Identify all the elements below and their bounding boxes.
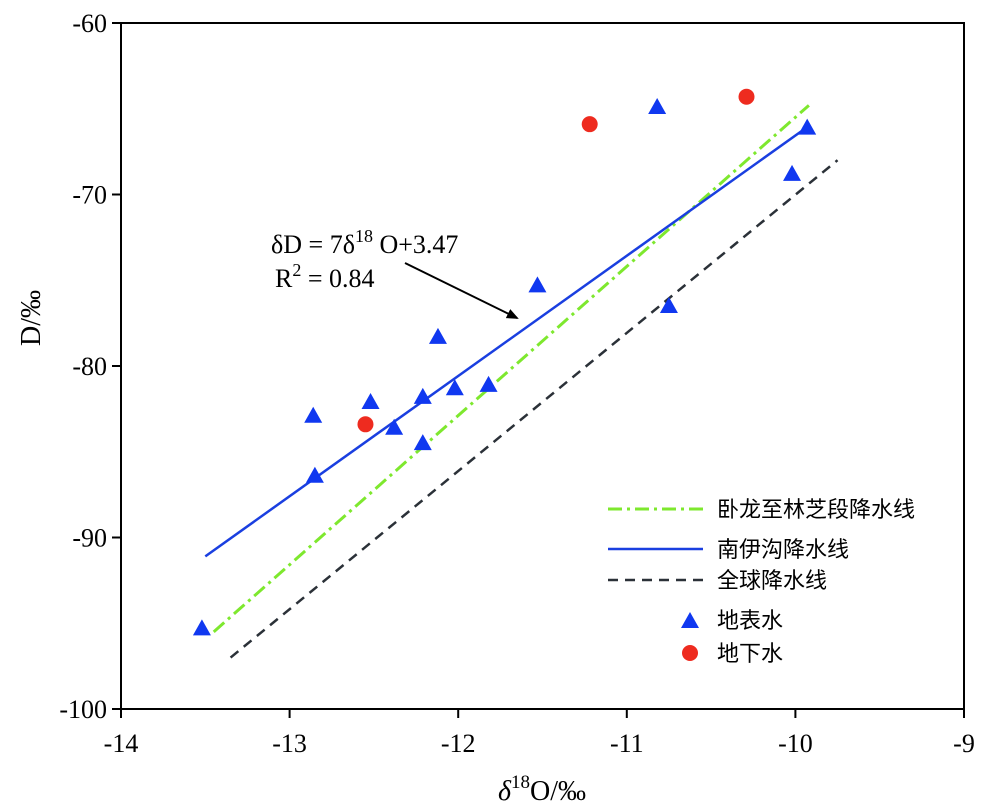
y-axis: -60 -70 -80 -90 -100 — [59, 9, 121, 724]
groundwater-point — [357, 416, 374, 433]
plot-frame — [120, 22, 965, 710]
y-tick-label: -100 — [59, 695, 107, 724]
surface-water-point — [385, 418, 404, 435]
y-tick-label: -90 — [72, 524, 107, 553]
wolong-linzhi-line — [212, 104, 810, 633]
surface-water-point — [192, 619, 211, 636]
legend-label-wolong-line: 卧龙至林芝段降水线 — [717, 498, 915, 523]
surface-water-point — [413, 387, 432, 404]
legend-label-global-line: 全球降水线 — [717, 569, 827, 594]
surface-water-point — [659, 296, 678, 313]
r-squared: R2 = 0.84 — [275, 260, 375, 293]
legend-swatch-surface-water — [681, 612, 699, 628]
surface-water-point — [305, 466, 324, 483]
x-tick-label: -13 — [272, 729, 307, 758]
groundwater-point — [581, 116, 598, 133]
nanyigou-line — [204, 124, 810, 558]
x-tick-label: -10 — [778, 729, 813, 758]
data-points — [192, 88, 817, 636]
regression-equation: δD = 7δ18 O+3.47 — [271, 226, 458, 259]
surface-water-point — [428, 327, 447, 344]
surface-water-point — [479, 375, 498, 392]
surface-water-point — [361, 393, 380, 410]
surface-water-point — [798, 118, 817, 135]
y-tick-label: -60 — [72, 9, 107, 38]
surface-water-point — [783, 164, 802, 181]
surface-water-point — [304, 406, 323, 423]
meteoric-water-lines — [204, 104, 839, 659]
x-tick-label: -11 — [610, 729, 644, 758]
x-axis-title: δ18O/‰ — [498, 772, 586, 807]
x-tick-label: -9 — [953, 729, 975, 758]
legend: 卧龙至林芝段降水线 南伊沟降水线 全球降水线 地表水 地下水 — [608, 498, 915, 667]
y-tick-label: -70 — [72, 181, 107, 210]
legend-label-surface-water: 地表水 — [717, 609, 783, 634]
y-tick-label: -80 — [72, 352, 107, 381]
legend-swatch-groundwater — [682, 645, 698, 661]
surface-water-point — [528, 276, 547, 293]
groundwater-point — [738, 88, 755, 105]
legend-label-groundwater: 地下水 — [717, 642, 783, 667]
surface-water-point — [648, 98, 667, 115]
x-axis: -14 -13 -12 -11 -10 -9 — [104, 709, 975, 758]
x-tick-label: -12 — [441, 729, 476, 758]
y-axis-title: D/‰ — [16, 290, 47, 346]
x-tick-label: -14 — [104, 729, 139, 758]
legend-label-nanyigou-line: 南伊沟降水线 — [717, 538, 849, 563]
annotation-arrow — [404, 262, 519, 319]
surface-water-point — [445, 379, 464, 396]
surface-water-point — [413, 434, 432, 451]
global-line — [229, 159, 839, 659]
